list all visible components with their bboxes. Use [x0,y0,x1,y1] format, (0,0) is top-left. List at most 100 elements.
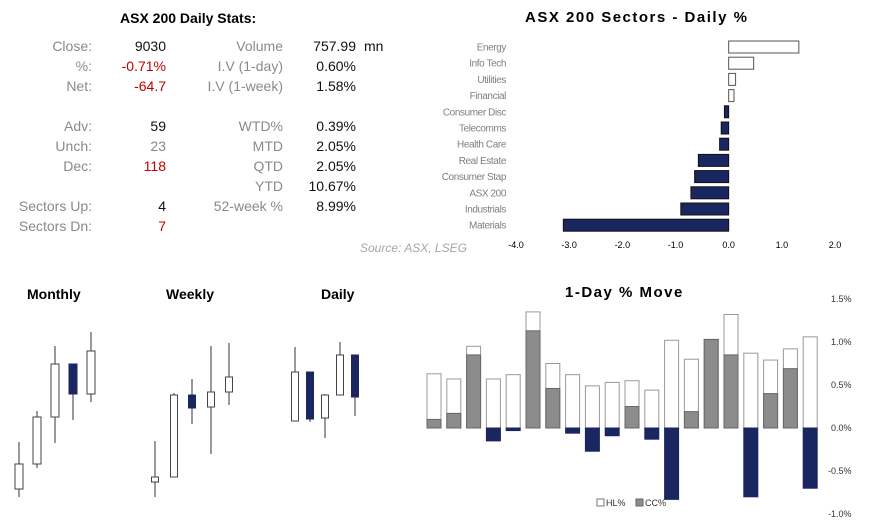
sectors-chart-title: ASX 200 Sectors - Daily % [525,9,749,26]
y-tick-label: -1.0% [828,509,852,519]
sector-bar [697,153,730,167]
cc-bar [545,387,561,429]
x-tick-label: 1.0 [776,240,789,250]
stat-value: 118 [143,158,166,174]
stat-label: %: [75,58,92,74]
cc-bar [644,427,660,440]
stat-label: Volume [236,38,283,54]
cc-bar [763,393,779,429]
stat-label: MTD [252,138,283,154]
legend-swatch-cc [635,498,644,507]
candle-body [291,371,299,422]
stat-label: Unch: [55,138,92,154]
sector-bar [694,170,730,184]
stat-value: 0.39% [316,118,356,134]
hl-bar [505,374,521,429]
sector-label: Financial [470,91,507,102]
sector-bar [690,186,730,200]
cc-bar [743,427,759,498]
sector-bar [728,72,737,86]
stats-title: ASX 200 Daily Stats: [120,10,257,26]
stat-label: Net: [66,78,92,94]
y-tick-label: 0.5% [831,380,852,390]
sector-label: Info Tech [469,59,506,70]
cc-bar [446,412,462,429]
stat-value: 23 [150,138,166,154]
candle-body [188,394,196,409]
candle-body [170,394,178,478]
sector-bar [562,218,730,232]
cc-bar [565,427,581,434]
cc-bar [604,427,620,437]
sector-label: ASX 200 [469,188,507,199]
y-tick-label: 1.5% [831,294,852,304]
cc-bar [525,330,541,429]
sector-label: Consumer Disc [443,107,507,118]
sector-label: Industrials [465,205,507,216]
sector-bar [719,137,730,151]
candle-body [151,476,159,483]
sector-bar [680,202,730,216]
x-tick-label: 2.0 [829,240,842,250]
x-tick-label: -2.0 [615,240,631,250]
stat-value: 2.05% [316,138,356,154]
cc-bar [664,427,680,500]
stat-value: 9030 [134,38,166,54]
stat-value: 8.99% [316,198,356,214]
cc-bar [723,354,739,429]
sector-label: Real Estate [459,156,507,167]
x-tick-label: 0.0 [722,240,735,250]
stat-label: I.V (1-day) [217,58,283,74]
stat-value: -0.71% [121,58,166,74]
stat-label: Adv: [63,118,92,134]
stat-value: 10.67% [308,178,356,194]
hl-bar [802,336,818,429]
stat-value: 757.99 [313,38,356,54]
sector-label: Materials [469,221,506,232]
hl-bar [604,381,620,429]
x-tick-label: -4.0 [508,240,524,250]
sector-label: Energy [477,43,507,54]
stat-label: WTD% [238,118,283,134]
move-chart-title: 1-Day % Move [565,284,684,301]
stat-unit: mn [364,38,384,54]
y-tick-label: -0.5% [828,466,852,476]
legend-swatch-hl [596,498,605,507]
y-tick-label: 1.0% [831,337,852,347]
weekly-chart-title: Weekly [166,286,214,302]
stat-value: 4 [158,198,166,214]
candle-body [225,376,233,393]
y-tick-label: 0.0% [831,423,852,433]
sector-bar [728,56,755,70]
candle-body [68,363,78,395]
cc-bar [802,427,818,489]
cc-bar [485,427,501,442]
legend-label-cc: CC% [645,498,666,508]
candle-body [306,371,314,420]
stat-value: 1.58% [316,78,356,94]
sector-label: Utilities [477,75,506,86]
stat-value: 0.60% [316,58,356,74]
stat-label: YTD [255,178,283,194]
hl-bar [565,374,581,429]
candle-body [86,350,96,395]
stat-value: 2.05% [316,158,356,174]
stat-label: Close: [52,38,92,54]
cc-bar [505,427,521,432]
stat-label: QTD [253,158,283,174]
hl-bar [664,339,680,429]
sector-label: Consumer Stap [442,172,507,183]
candle-body [207,391,215,408]
cc-bar [584,427,600,452]
daily-chart-title: Daily [321,286,355,302]
hl-bar [485,378,501,429]
candle-body [14,463,24,490]
cc-bar [703,338,719,429]
x-tick-label: -1.0 [668,240,684,250]
hl-bar [584,385,600,429]
cc-bar [782,368,798,429]
stat-label: Dec: [63,158,92,174]
monthly-chart-title: Monthly [27,286,81,302]
sector-bar [728,40,800,54]
